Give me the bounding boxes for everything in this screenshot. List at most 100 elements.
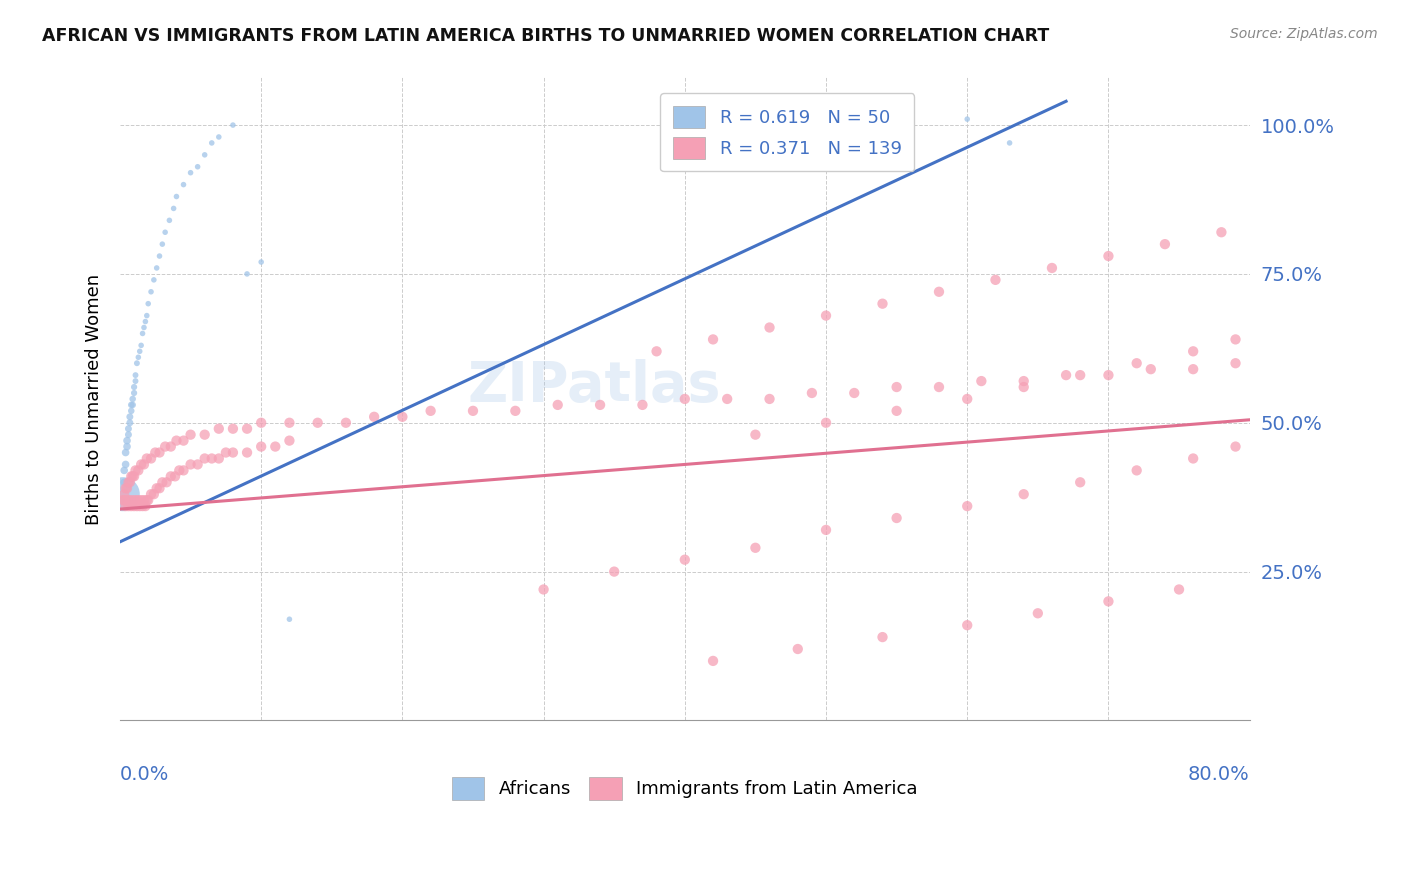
Point (120, 469, 142, 483)
Point (886, 404, 908, 418)
Point (250, 440, 273, 454)
Point (208, 130, 231, 145)
Point (117, 422, 139, 436)
Point (928, 285, 950, 299)
Point (222, 118, 245, 132)
Point (1182, 344, 1205, 359)
Point (128, 499, 150, 513)
Point (112, 475, 135, 490)
Point (153, 225, 176, 239)
Point (115, 481, 138, 495)
Text: 0.0%: 0.0% (120, 765, 169, 784)
Point (1225, 333, 1247, 347)
Point (157, 213, 180, 227)
Point (129, 493, 152, 508)
Point (363, 409, 385, 424)
Point (307, 416, 329, 430)
Point (391, 409, 413, 424)
Point (1012, 487, 1035, 501)
Point (159, 469, 181, 483)
Point (134, 314, 156, 328)
Point (814, 416, 837, 430)
Point (645, 344, 668, 359)
Point (702, 654, 724, 668)
Point (128, 344, 150, 359)
Point (956, 112, 979, 127)
Point (118, 475, 141, 490)
Point (886, 112, 908, 127)
Point (165, 189, 187, 203)
Point (117, 475, 139, 490)
Point (112, 487, 135, 501)
Point (194, 427, 217, 442)
Point (114, 445, 136, 459)
Point (461, 404, 484, 418)
Point (129, 458, 152, 472)
Point (758, 392, 780, 406)
Point (236, 422, 259, 436)
Point (125, 499, 148, 513)
Point (872, 296, 894, 310)
Legend: Africans, Immigrants from Latin America: Africans, Immigrants from Latin America (439, 764, 931, 812)
Point (1026, 607, 1049, 621)
Point (970, 374, 993, 388)
Point (139, 285, 162, 299)
Point (118, 409, 141, 424)
Point (142, 273, 165, 287)
Point (278, 434, 301, 448)
Point (194, 451, 217, 466)
Point (129, 338, 152, 352)
Point (201, 451, 224, 466)
Text: ZIPatlas: ZIPatlas (468, 359, 721, 413)
Point (136, 493, 159, 508)
Point (1097, 249, 1119, 263)
Point (139, 487, 162, 501)
Point (250, 255, 273, 269)
Point (127, 493, 149, 508)
Point (143, 445, 166, 459)
Point (208, 451, 231, 466)
Point (1069, 368, 1091, 383)
Point (998, 136, 1021, 150)
Point (335, 416, 357, 430)
Point (114, 499, 136, 513)
Point (117, 499, 139, 513)
Point (132, 458, 155, 472)
Point (114, 458, 136, 472)
Point (127, 463, 149, 477)
Point (145, 260, 167, 275)
Point (250, 416, 273, 430)
Point (673, 392, 696, 406)
Point (589, 398, 612, 412)
Point (120, 404, 142, 418)
Point (187, 160, 209, 174)
Point (702, 333, 724, 347)
Point (236, 445, 259, 459)
Point (222, 422, 245, 436)
Point (533, 582, 555, 597)
Point (278, 612, 301, 626)
Point (112, 493, 135, 508)
Point (122, 499, 145, 513)
Point (136, 296, 159, 310)
Point (124, 368, 146, 383)
Point (1012, 374, 1035, 388)
Point (928, 380, 950, 394)
Point (124, 493, 146, 508)
Point (150, 237, 173, 252)
Point (135, 451, 157, 466)
Point (111, 493, 134, 508)
Point (194, 148, 217, 162)
Point (215, 445, 238, 459)
Point (631, 398, 654, 412)
Point (159, 440, 181, 454)
Point (505, 404, 527, 418)
Point (1054, 368, 1077, 383)
Point (121, 392, 143, 406)
Point (155, 475, 177, 490)
Point (1182, 362, 1205, 376)
Point (984, 273, 1007, 287)
Point (180, 427, 202, 442)
Point (169, 463, 191, 477)
Point (1069, 475, 1091, 490)
